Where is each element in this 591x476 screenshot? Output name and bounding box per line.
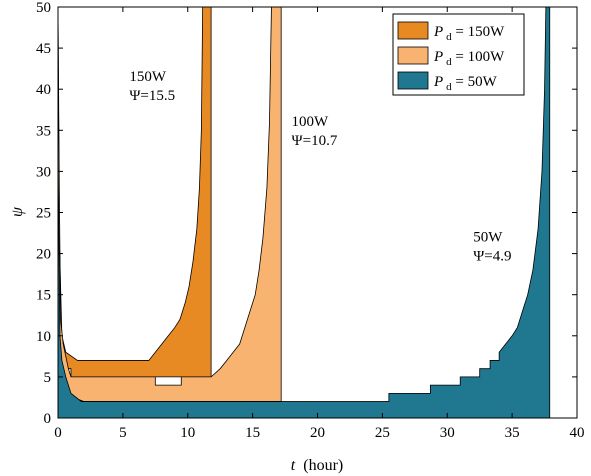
y-tick-label: 20 — [36, 247, 51, 263]
x-axis-label-var: t — [291, 457, 296, 474]
x-tick-label: 15 — [245, 425, 260, 441]
x-tick-label: 40 — [570, 425, 585, 441]
area-p50 — [57, 6, 551, 419]
x-tick-label: 0 — [54, 425, 62, 441]
annotation-layer: 150W Ψ=15.5 100W Ψ=10.7 50W Ψ=4.9 — [129, 69, 511, 264]
y-axis-label: ψ — [9, 206, 26, 217]
x-axis-label: t (hour) — [291, 457, 343, 474]
annotation-power: 100W — [292, 114, 330, 130]
annotation-power: 50W — [473, 229, 503, 245]
area-layer — [57, 6, 551, 419]
annotation-psi: Ψ=10.7 — [292, 133, 338, 149]
y-tick-label: 50 — [36, 0, 51, 16]
y-tick-label: 25 — [36, 206, 51, 222]
x-axis: 0 5 10 15 20 25 30 35 40 — [54, 7, 585, 441]
y-tick-label: 40 — [36, 82, 51, 98]
x-tick-label: 30 — [440, 425, 455, 441]
annotation-psi: Ψ=4.9 — [473, 248, 511, 264]
y-tick-label: 0 — [44, 411, 52, 427]
legend-swatch-p150 — [397, 21, 429, 40]
legend-swatch-p100 — [397, 46, 429, 65]
y-tick-label: 30 — [36, 164, 51, 180]
y-tick-label: 35 — [36, 123, 51, 139]
y-tick-label: 10 — [36, 329, 51, 345]
annotation-power: 150W — [129, 69, 167, 85]
annotation-psi: Ψ=15.5 — [129, 88, 175, 104]
y-axis: 0 5 10 15 20 25 30 35 40 45 50 — [36, 0, 577, 427]
y-tick-label: 15 — [36, 288, 51, 304]
x-tick-label: 20 — [310, 425, 325, 441]
x-tick-label: 10 — [180, 425, 195, 441]
x-axis-label-unit: (hour) — [303, 457, 343, 474]
y-tick-label: 5 — [44, 370, 52, 386]
x-tick-label: 35 — [505, 425, 520, 441]
legend-swatch-p50 — [397, 71, 429, 90]
x-tick-label: 5 — [119, 425, 127, 441]
x-tick-label: 25 — [375, 425, 390, 441]
y-tick-label: 45 — [36, 41, 51, 57]
